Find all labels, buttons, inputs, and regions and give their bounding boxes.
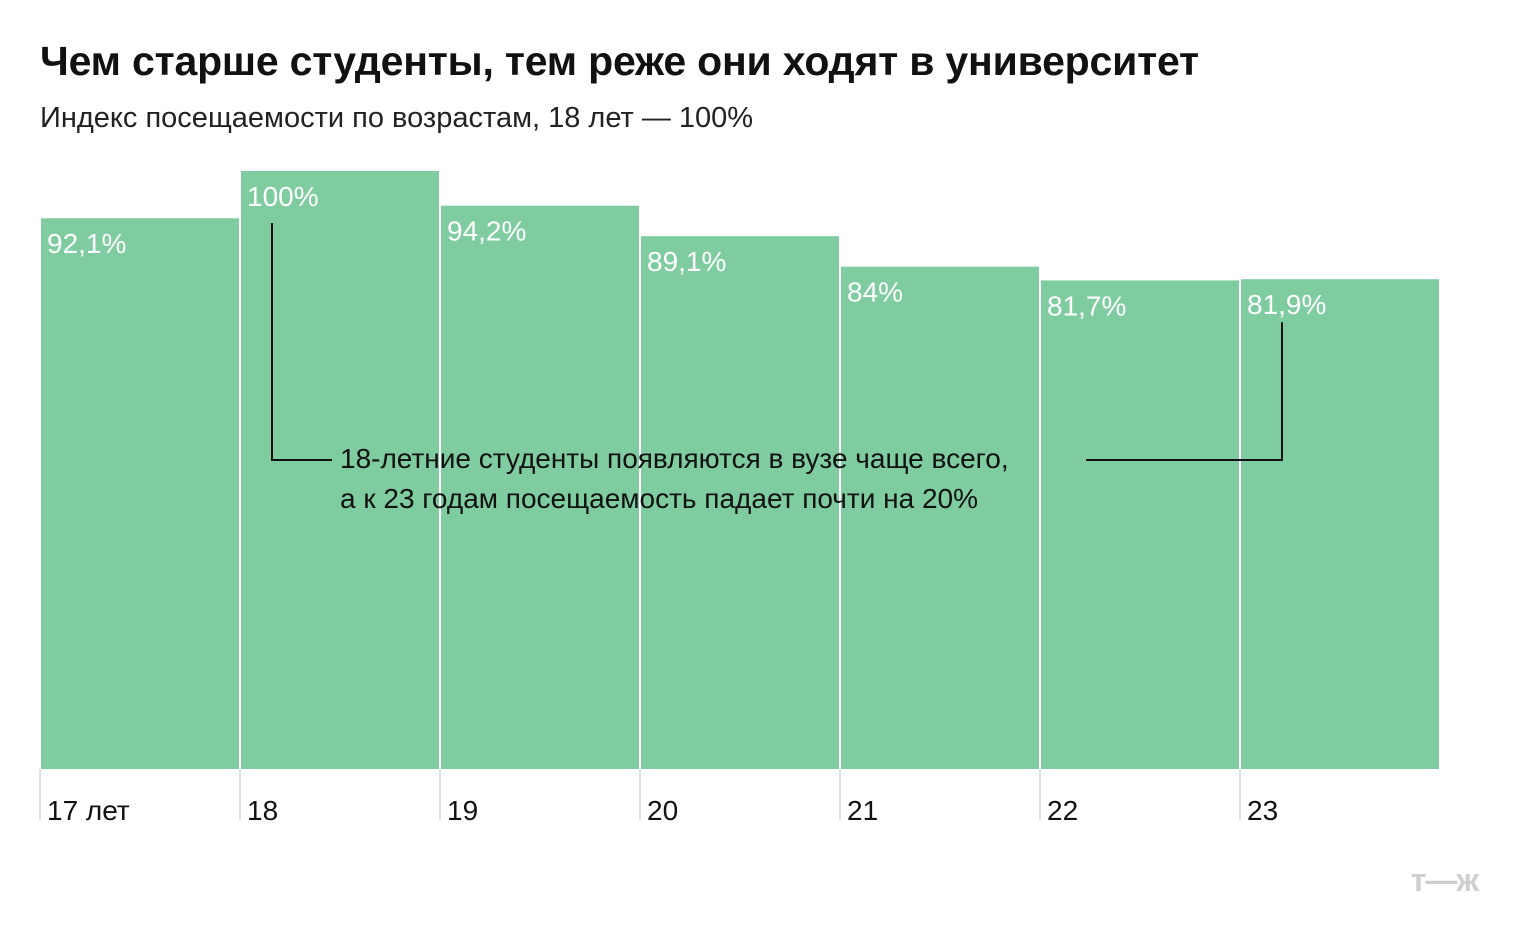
- bar-5: [841, 266, 1039, 769]
- x-tick-label: 17 лет: [47, 795, 130, 826]
- x-tick-label: 23: [1247, 795, 1278, 826]
- bar-2: [241, 171, 439, 769]
- bar-7: [1241, 279, 1439, 769]
- annotation-connector-right: [1086, 322, 1283, 461]
- bar-1: [41, 218, 239, 769]
- annotation: 18-летние студенты появляются в вузе чащ…: [271, 223, 1283, 514]
- bar-value-label: 89,1%: [647, 246, 726, 277]
- annotation-connector-left: [271, 223, 332, 461]
- bar-value-label: 81,7%: [1047, 290, 1126, 321]
- x-tick-label: 20: [647, 795, 678, 826]
- x-tick-label: 22: [1047, 795, 1078, 826]
- bar-6: [1041, 280, 1239, 769]
- chart-title: Чем старше студенты, тем реже они ходят …: [40, 38, 1199, 84]
- bar-value-label: 81,9%: [1247, 289, 1326, 320]
- bar-value-label: 92,1%: [47, 228, 126, 259]
- bar-value-label: 84%: [847, 277, 903, 308]
- x-tick-label: 18: [247, 795, 278, 826]
- annotation-text-line-2: а к 23 годам посещаемость падает почти н…: [340, 483, 978, 514]
- chart-subtitle: Индекс посещаемости по возрастам, 18 лет…: [40, 102, 754, 134]
- annotation-text-line-1: 18-летние студенты появляются в вузе чащ…: [340, 443, 1009, 474]
- bars-layer: 92,1% 100% 94,2% 89,1% 84% 81,7% 81,9%: [41, 171, 1439, 769]
- x-tick-label: 19: [447, 795, 478, 826]
- x-tick-label: 21: [847, 795, 878, 826]
- tzh-logo: т—ж: [1411, 862, 1480, 898]
- bar-4: [641, 236, 839, 769]
- bar-value-label: 94,2%: [447, 216, 526, 247]
- x-axis: 17 лет 18 19 20 21 22 23: [39, 769, 1278, 826]
- bar-3: [441, 205, 639, 769]
- bar-value-label: 100%: [247, 181, 319, 212]
